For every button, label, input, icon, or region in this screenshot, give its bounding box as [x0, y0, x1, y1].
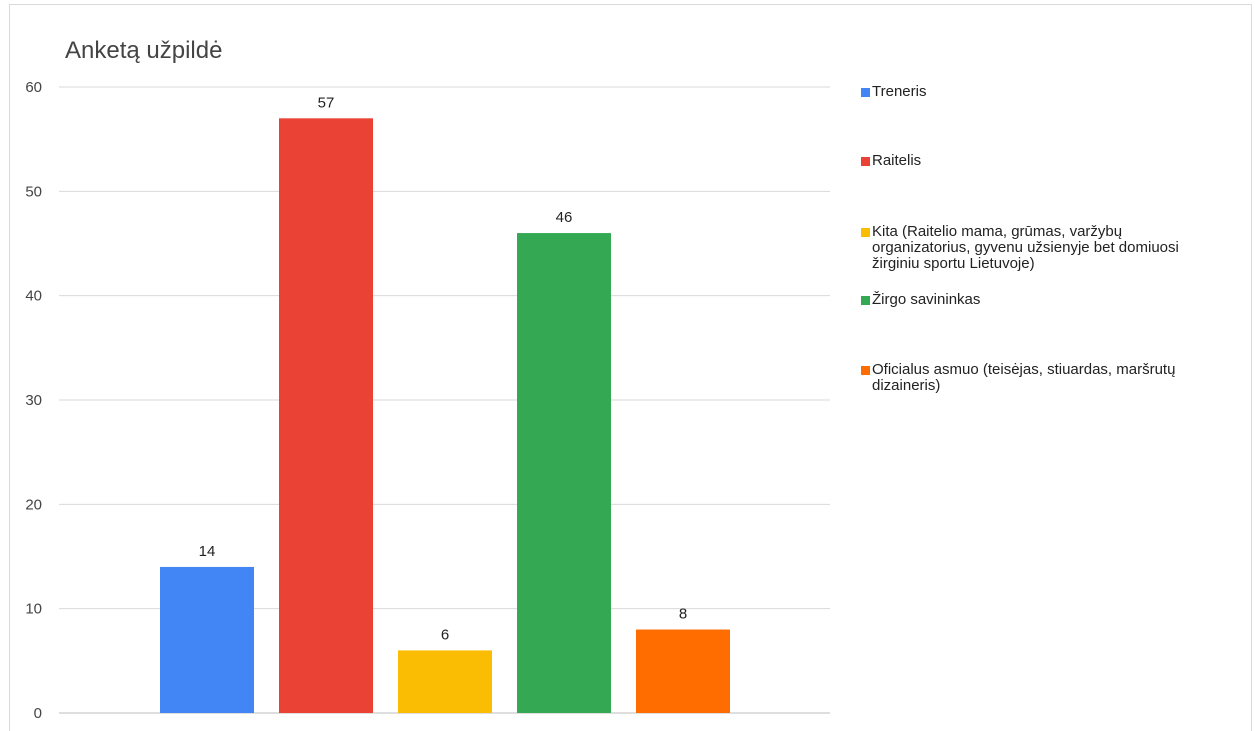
legend-label: Žirgo savininkas: [872, 291, 981, 308]
legend-swatch: [861, 157, 870, 166]
y-tick-label: 40: [25, 288, 42, 305]
legend-item: Kita (Raitelio mama, grūmas, varžybų org…: [861, 224, 1192, 272]
bar: [279, 118, 373, 714]
data-label: 57: [318, 94, 335, 111]
y-tick-label: 30: [25, 392, 42, 409]
legend-label: Treneris: [872, 83, 927, 100]
y-tick-label: 20: [25, 496, 42, 513]
legend-swatch: [861, 296, 870, 305]
y-tick-label: 10: [25, 601, 42, 618]
legend-item: Oficialus asmuo (teisėjas, stiuardas, ma…: [861, 362, 1192, 394]
legend-swatch: [861, 366, 870, 375]
bar: [398, 650, 492, 713]
gridlines: [59, 86, 830, 714]
data-label: 14: [199, 543, 216, 560]
y-tick-label: 60: [25, 79, 42, 96]
bar: [636, 629, 730, 713]
legend-swatch: [861, 88, 870, 97]
data-labels: 14 57 6 46 8: [199, 94, 688, 643]
legend-label: Raitelis: [872, 152, 922, 169]
legend-swatch: [861, 228, 870, 237]
bars: [160, 118, 730, 714]
y-tick-label: 0: [34, 705, 42, 722]
bar: [517, 233, 611, 714]
legend-label: Kita (Raitelio mama, grūmas, varžybų org…: [872, 223, 1179, 272]
legend-item: Raitelis: [861, 153, 1192, 169]
data-label: 6: [441, 626, 449, 643]
data-label: 8: [679, 606, 687, 623]
y-axis-ticks: 0 10 20 30 40 50 60: [25, 79, 42, 722]
legend-item: Treneris: [861, 84, 1192, 100]
legend-label: Oficialus asmuo (teisėjas, stiuardas, ma…: [872, 361, 1176, 394]
data-label: 46: [556, 209, 573, 226]
y-tick-label: 50: [25, 183, 42, 200]
legend-item: Žirgo savininkas: [861, 292, 1192, 308]
bar: [160, 566, 254, 713]
chart-title: Anketą užpildė: [65, 37, 223, 64]
